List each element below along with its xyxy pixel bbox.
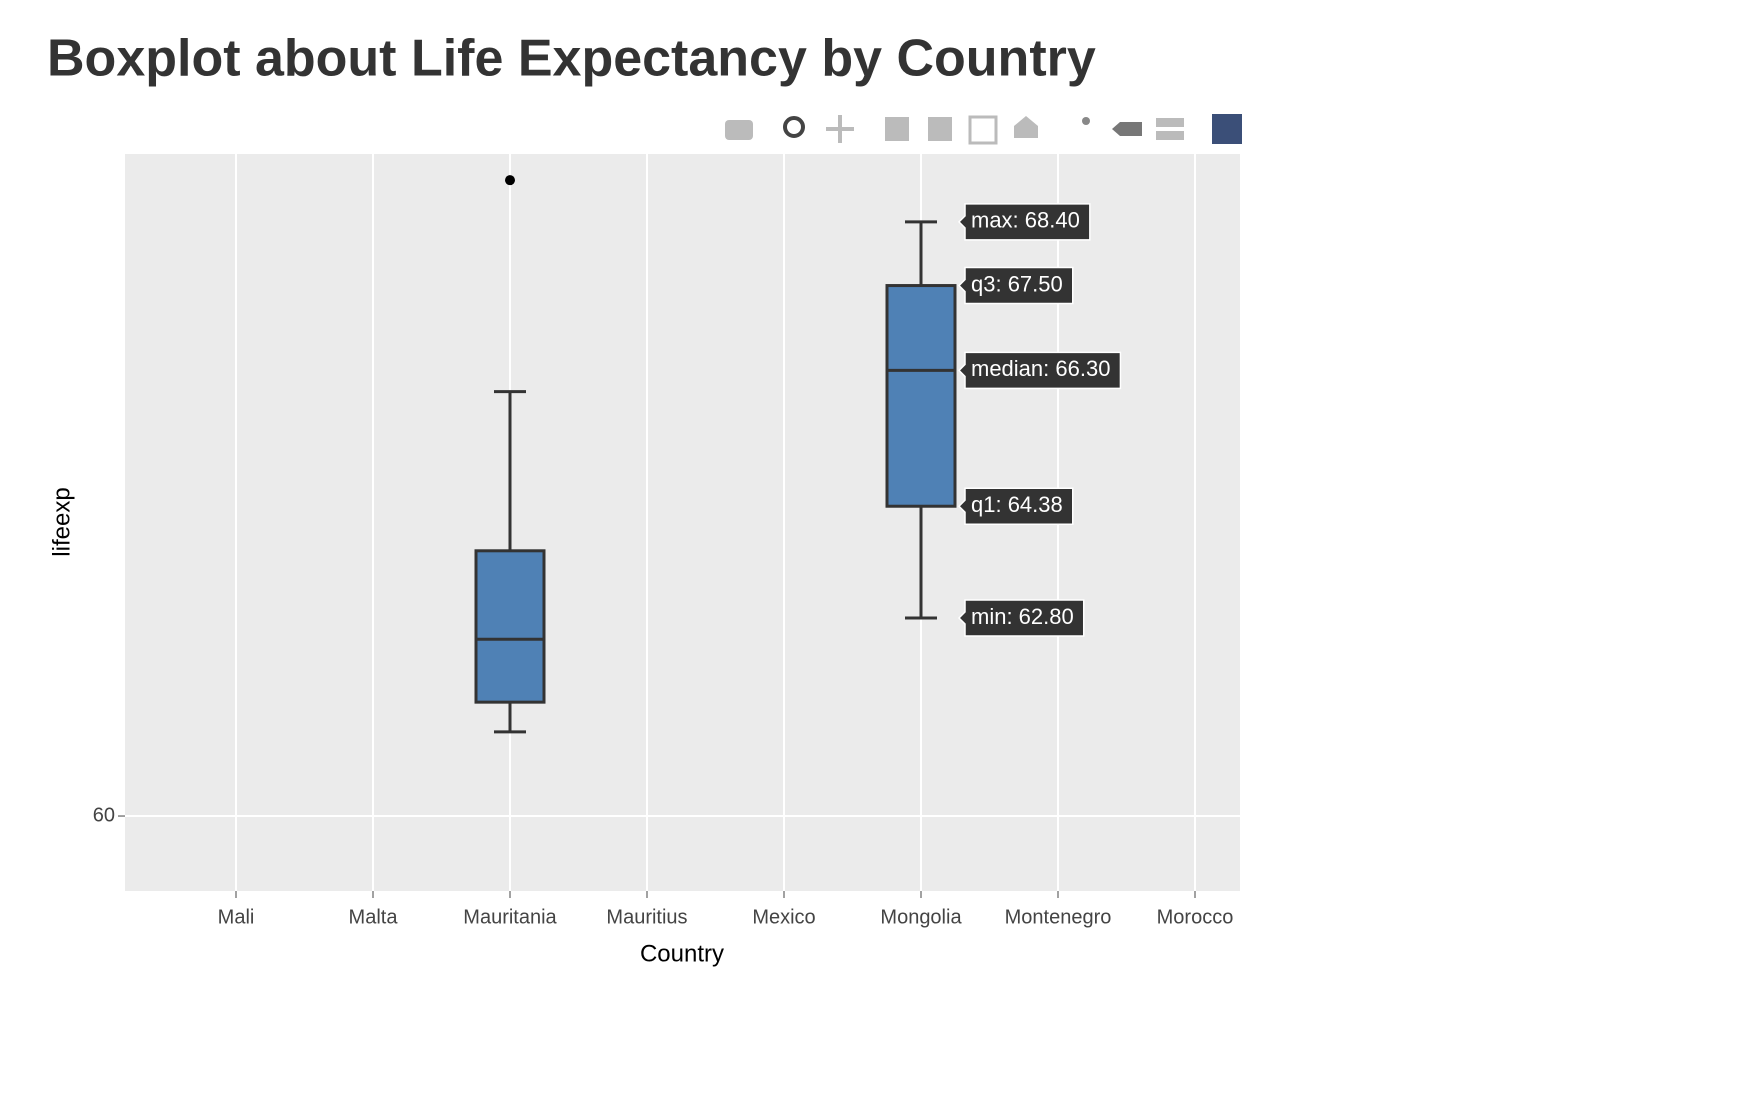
hover-label: median: 66.30 xyxy=(971,356,1110,381)
hover-label: q3: 67.50 xyxy=(971,271,1063,296)
camera-icon[interactable] xyxy=(725,120,753,140)
hover-compare-icon[interactable] xyxy=(1156,118,1184,127)
home-icon[interactable] xyxy=(1014,116,1038,138)
hover-label-box xyxy=(957,351,1122,390)
x-tick-label: Mauritius xyxy=(606,906,687,928)
x-tick-label: Malta xyxy=(349,906,399,928)
x-tick-label: Montenegro xyxy=(1005,906,1112,928)
hover-label-box xyxy=(957,266,1074,305)
x-tick-label: Mali xyxy=(218,906,255,928)
hover-label-box xyxy=(957,487,1074,525)
plotly-logo[interactable] xyxy=(1212,114,1242,144)
x-axis-title: Country xyxy=(640,940,724,967)
outlier xyxy=(505,175,515,186)
box xyxy=(474,549,546,704)
x-tick-label: Mexico xyxy=(752,906,815,928)
hover-label: min: 62.80 xyxy=(971,604,1074,629)
hover-compare-icon[interactable] xyxy=(1156,131,1184,140)
pan-icon[interactable] xyxy=(826,115,854,143)
zoom-out-icon[interactable] xyxy=(928,117,952,141)
y-tick-label: 60 xyxy=(93,804,115,826)
hover-label: max: 68.40 xyxy=(971,208,1080,233)
y-axis-title: lifeexp xyxy=(48,487,75,556)
spike-icon[interactable] xyxy=(1082,117,1090,125)
box xyxy=(885,284,957,508)
zoom-icon[interactable] xyxy=(783,116,805,138)
hover-label-box xyxy=(957,203,1091,241)
zoom-in-icon[interactable] xyxy=(885,117,909,141)
x-tick-label: Mauritania xyxy=(463,906,557,928)
x-tick-label: Mongolia xyxy=(880,906,962,928)
chart-title: Boxplot about Life Expectancy by Country xyxy=(47,30,1096,88)
hover-label: q1: 64.38 xyxy=(971,492,1063,517)
autoscale-icon[interactable] xyxy=(968,115,998,145)
toolbar xyxy=(725,114,1242,145)
hover-label-box xyxy=(957,599,1085,637)
hover-closest-icon[interactable] xyxy=(1112,122,1142,136)
x-tick-label: Morocco xyxy=(1157,906,1234,928)
